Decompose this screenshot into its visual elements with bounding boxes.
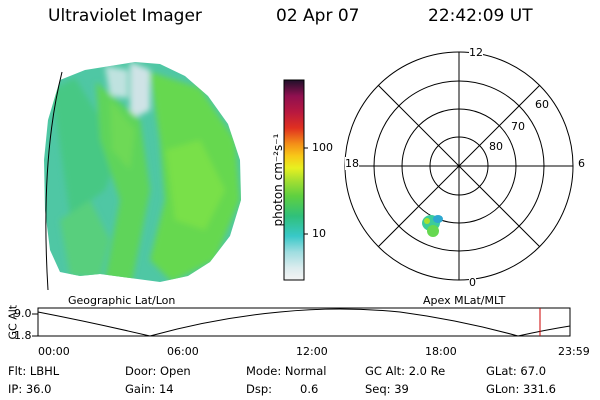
- lat-label-70: 70: [511, 120, 525, 133]
- mlt-label-0: 0: [469, 276, 476, 289]
- mlt-label-12: 12: [469, 46, 483, 59]
- glon-info: GLon: 331.6: [486, 382, 556, 396]
- colorbar-label: photon cm⁻²s⁻¹: [271, 133, 285, 227]
- polar-plot: [344, 51, 574, 281]
- colorbar-tick-10: 10: [312, 227, 326, 240]
- app-title: Ultraviolet Imager: [48, 6, 202, 26]
- alt-xtick-2359: 23:59: [558, 345, 590, 358]
- alt-xtick-0000: 00:00: [38, 345, 70, 358]
- alt-xtick-1200: 12:00: [296, 345, 328, 358]
- date-label: 02 Apr 07: [276, 6, 360, 26]
- alt-xtick-1800: 18:00: [425, 345, 457, 358]
- dsp-label: Dsp:: [246, 382, 273, 396]
- colorbar-tick-100: 100: [312, 141, 333, 154]
- gc-alt-info: GC Alt: 2.0 Re: [365, 364, 446, 378]
- lat-label-60: 60: [535, 98, 549, 111]
- seq-info: Seq: 39: [365, 382, 409, 396]
- gain-info: Gain: 14: [125, 382, 174, 396]
- alt-ytick-1_8: 1.8: [14, 329, 32, 342]
- dsp-value: 0.6: [300, 382, 319, 396]
- door-info: Door: Open: [125, 364, 191, 378]
- geographic-label: Geographic Lat/Lon: [68, 294, 176, 307]
- filter-info: Flt: LBHL: [8, 364, 60, 378]
- lat-label-80: 80: [489, 140, 503, 153]
- glat-info: GLat: 67.0: [486, 364, 547, 378]
- mlt-label-18: 18: [345, 157, 359, 170]
- time-label: 22:42:09 UT: [428, 6, 533, 26]
- ip-info: IP: 36.0: [8, 382, 52, 396]
- altitude-plot: [32, 307, 571, 337]
- alt-ytick-9: 9.0: [14, 307, 32, 320]
- mlt-label-6: 6: [578, 157, 585, 170]
- mode-info: Mode: Normal: [246, 364, 327, 378]
- alt-xtick-0600: 06:00: [167, 345, 199, 358]
- apex-label: Apex MLat/MLT: [423, 294, 506, 307]
- colorbar: [283, 79, 308, 281]
